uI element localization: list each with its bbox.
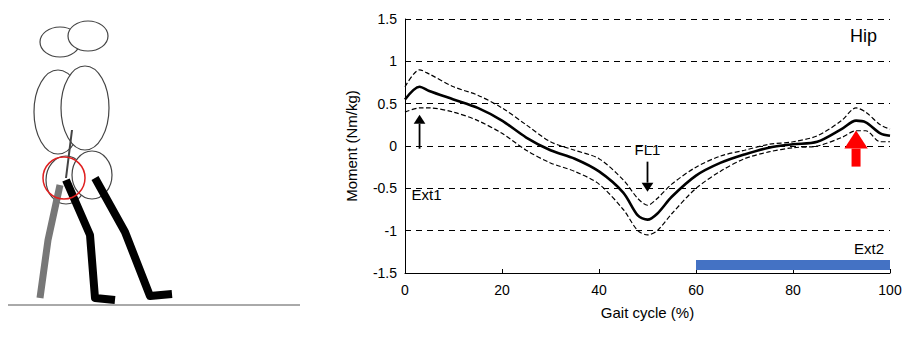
svg-text:-1: -1 [385,223,398,239]
svg-text:FL1: FL1 [635,141,661,158]
svg-text:20: 20 [494,282,510,298]
svg-text:Moment (Nm/kg): Moment (Nm/kg) [343,90,360,202]
svg-text:Hip: Hip [850,26,877,46]
svg-text:Ext2: Ext2 [854,240,884,257]
svg-text:80: 80 [785,282,801,298]
svg-text:1.5: 1.5 [378,11,398,27]
svg-text:-1.5: -1.5 [373,265,397,281]
svg-text:0: 0 [401,282,409,298]
svg-text:40: 40 [591,282,607,298]
svg-text:60: 60 [688,282,704,298]
svg-text:0: 0 [389,138,397,154]
svg-text:0.5: 0.5 [378,96,398,112]
svg-text:Ext1: Ext1 [412,186,442,203]
svg-text:Gait cycle (%): Gait cycle (%) [601,304,694,321]
svg-text:100: 100 [878,282,902,298]
svg-text:1: 1 [389,53,397,69]
svg-text:-0.5: -0.5 [373,180,397,196]
